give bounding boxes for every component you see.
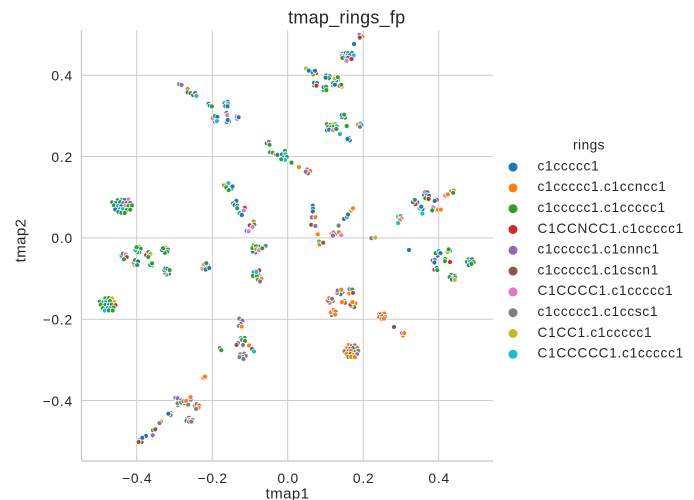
svg-text:tmap1: tmap1	[266, 486, 310, 500]
svg-text:0.2: 0.2	[353, 471, 375, 486]
svg-text:c1ccccc1.c1cnnc1: c1ccccc1.c1cnnc1	[538, 242, 660, 257]
svg-text:c1ccccc1.c1cscn1: c1ccccc1.c1cscn1	[538, 262, 660, 277]
svg-text:0.4: 0.4	[428, 471, 450, 486]
svg-text:0.0: 0.0	[51, 231, 73, 246]
svg-text:c1ccccc1.c1ccccc1: c1ccccc1.c1ccccc1	[538, 200, 666, 215]
svg-text:rings: rings	[573, 138, 605, 153]
svg-text:−0.4: −0.4	[122, 471, 152, 486]
svg-text:C1CCCC1.c1ccccc1: C1CCCC1.c1ccccc1	[538, 283, 674, 298]
svg-text:c1ccccc1.c1ccncc1: c1ccccc1.c1ccncc1	[538, 179, 667, 194]
svg-text:−0.2: −0.2	[43, 313, 73, 328]
svg-text:0.0: 0.0	[277, 471, 299, 486]
svg-text:tmap2: tmap2	[13, 219, 30, 263]
svg-text:C1CCNCC1.c1ccccc1: C1CCNCC1.c1ccccc1	[538, 221, 684, 236]
svg-text:c1ccccc1: c1ccccc1	[538, 158, 600, 173]
svg-text:c1ccccc1.c1ccsc1: c1ccccc1.c1ccsc1	[538, 304, 659, 319]
svg-text:−0.2: −0.2	[197, 471, 227, 486]
svg-text:0.2: 0.2	[51, 150, 73, 165]
svg-text:tmap_rings_fp: tmap_rings_fp	[288, 8, 405, 29]
svg-text:C1CCCCC1.c1ccccc1: C1CCCCC1.c1ccccc1	[538, 346, 684, 361]
svg-text:0.4: 0.4	[51, 69, 73, 84]
svg-text:−0.4: −0.4	[43, 394, 73, 409]
svg-text:C1CC1.c1ccccc1: C1CC1.c1ccccc1	[538, 325, 653, 340]
